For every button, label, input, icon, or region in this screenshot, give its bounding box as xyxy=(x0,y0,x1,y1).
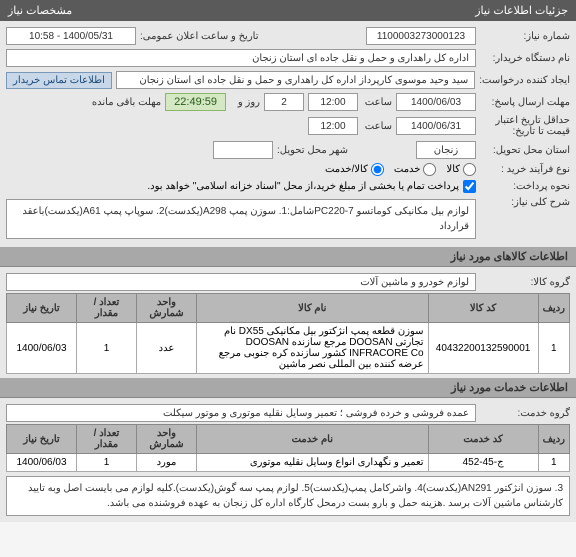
scol-name: نام خدمت xyxy=(197,425,429,454)
announce-label: تاریخ و ساعت اعلان عمومی: xyxy=(140,31,259,42)
deliver-city-value xyxy=(213,141,273,159)
remain-label: مهلت باقی مانده xyxy=(92,97,161,108)
goods-section-title: اطلاعات کالاهای مورد نیاز xyxy=(0,247,576,267)
radio-service[interactable]: خدمت xyxy=(394,163,437,176)
radio-both[interactable]: کالا/خدمت xyxy=(325,163,384,176)
countdown-value: 22:49:59 xyxy=(165,93,226,111)
deadline-time: 12:00 xyxy=(308,93,358,111)
desc-label: شرح کلی نیاز: xyxy=(480,197,570,208)
deliver-city-label: شهر محل تحویل: xyxy=(277,145,348,156)
main-form: شماره نیاز: 1100003273000123 تاریخ و ساع… xyxy=(0,21,576,247)
col-row: ردیف xyxy=(538,294,569,323)
header-right: جزئیات اطلاعات نیاز xyxy=(475,4,568,17)
service-section-title: اطلاعات خدمات مورد نیاز xyxy=(0,378,576,398)
contact-link[interactable]: اطلاعات تماس خریدار xyxy=(6,72,112,89)
deadline-label: مهلت ارسال پاسخ: xyxy=(480,97,570,108)
days-value: 2 xyxy=(264,93,304,111)
scol-date: تاریخ نیاز xyxy=(7,425,77,454)
pay-checkbox[interactable] xyxy=(463,180,476,193)
valid-time: 12:00 xyxy=(308,117,358,135)
service-group-label: گروه خدمت: xyxy=(480,408,570,419)
requester-value: سید وحید موسوی کارپرداز اداره کل راهداری… xyxy=(116,71,475,89)
goods-group-value: لوازم خودرو و ماشین آلات xyxy=(6,273,476,291)
pay-label: نحوه پرداخت: xyxy=(480,181,570,192)
header-left: مشخصات نیاز xyxy=(8,4,72,17)
pay-check-line: پرداخت تمام یا بخشی از مبلغ خرید،از محل … xyxy=(147,180,476,193)
scol-qty: تعداد / مقدار xyxy=(77,425,137,454)
requester-label: ایجاد کننده درخواست: xyxy=(479,75,570,86)
deliver-loc-value: زنجان xyxy=(416,141,476,159)
price-label: قیمت تا تاریخ: xyxy=(480,126,570,137)
page-header: جزئیات اطلاعات نیاز مشخصات نیاز xyxy=(0,0,576,21)
goods-table: ردیف کد کالا نام کالا واحد شمارش تعداد /… xyxy=(6,293,570,374)
goods-group-label: گروه کالا: xyxy=(480,277,570,288)
days-label: روز و xyxy=(230,97,260,108)
service-group-value: عمده فروشی و خرده فروشی ؛ تعمیر وسایل نق… xyxy=(6,404,476,422)
org-value: اداره کل راهداری و حمل و نقل جاده ای است… xyxy=(6,49,476,67)
need-no-value: 1100003273000123 xyxy=(366,27,476,45)
col-qty: تعداد / مقدار xyxy=(77,294,137,323)
scol-unit: واحد شمارش xyxy=(137,425,197,454)
org-label: نام دستگاه خریدار: xyxy=(480,53,570,64)
valid-label: حداقل تاریخ اعتبار xyxy=(480,115,570,126)
scol-code: کد خدمت xyxy=(428,425,538,454)
desc-text: لوازم بیل مکانیکی کوماتسو PC220-7شامل:1.… xyxy=(6,199,476,239)
col-date: تاریخ نیاز xyxy=(7,294,77,323)
table-row[interactable]: 1 4043220013259000​1 سوزن قطعه پمپ انژکت… xyxy=(7,323,570,374)
time-label-2: ساعت xyxy=(362,121,392,132)
scol-row: ردیف xyxy=(538,425,569,454)
col-unit: واحد شمارش xyxy=(137,294,197,323)
need-no-label: شماره نیاز: xyxy=(480,31,570,42)
buy-type-label: نوع فرآیند خرید : xyxy=(480,164,570,175)
col-name: نام کالا xyxy=(197,294,429,323)
col-code: کد کالا xyxy=(428,294,538,323)
radio-goods[interactable]: کالا xyxy=(446,163,476,176)
time-label-1: ساعت xyxy=(362,97,392,108)
buy-type-radios: کالا خدمت کالا/خدمت xyxy=(325,163,476,176)
service-table: ردیف کد خدمت نام خدمت واحد شمارش تعداد /… xyxy=(6,424,570,472)
announce-value: 1400/05/31 - 10:58 xyxy=(6,27,136,45)
deliver-loc-label: استان محل تحویل: xyxy=(480,145,570,156)
footer-note: 3. سوزن انژکتور AN291(یکدست)4. واشرکامل … xyxy=(6,476,570,516)
table-row[interactable]: 1 ج-45-452 تعمیر و نگهداری انواع وسایل ن… xyxy=(7,454,570,472)
deadline-date: 1400/06/03 xyxy=(396,93,476,111)
pay-text: پرداخت تمام یا بخشی از مبلغ خرید،از محل … xyxy=(147,181,459,192)
valid-date: 1400/06/31 xyxy=(396,117,476,135)
